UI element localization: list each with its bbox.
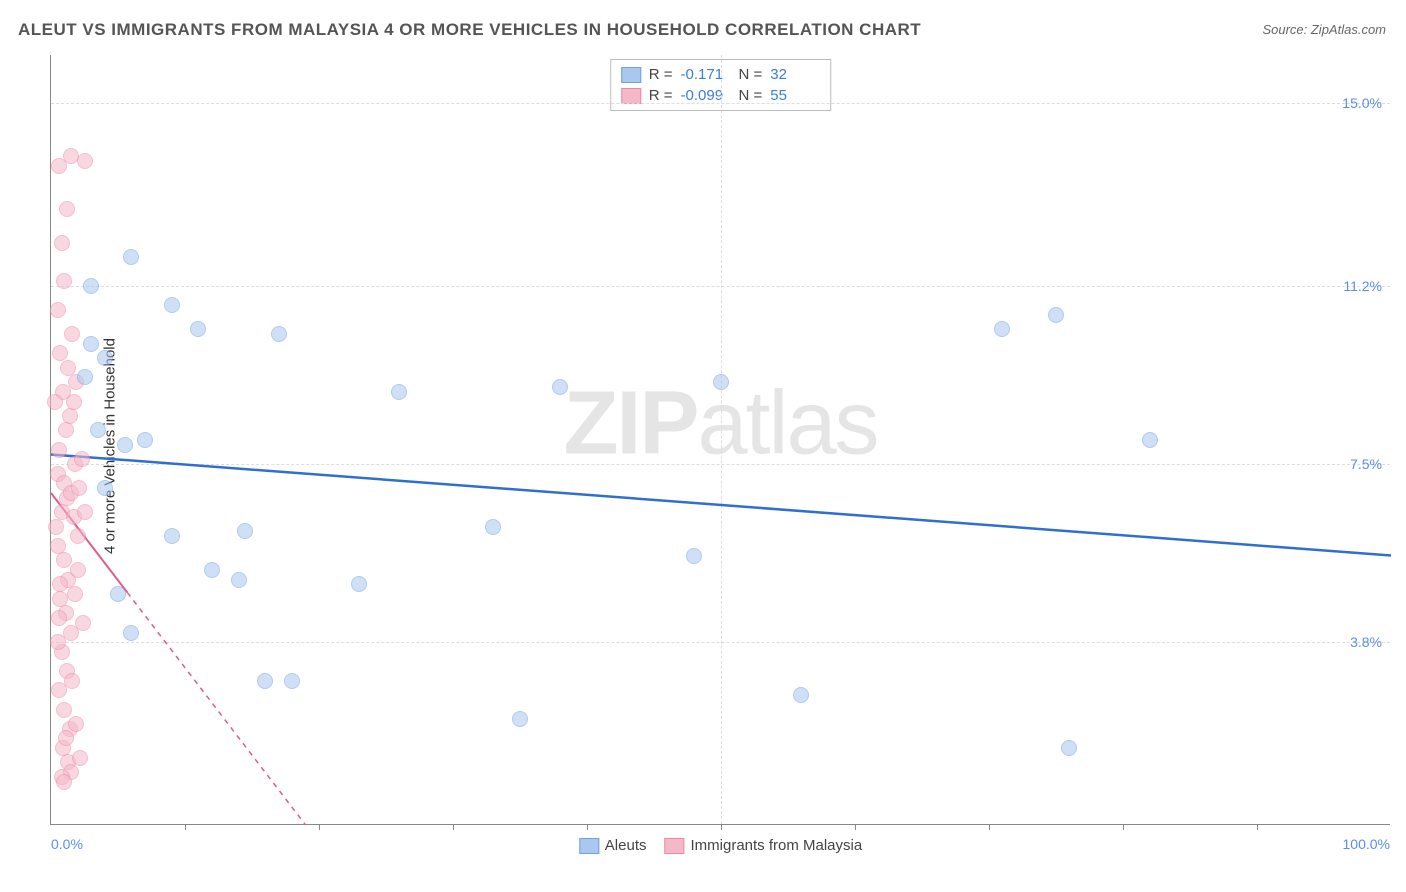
data-point: [83, 278, 99, 294]
xtick-mark: [1257, 824, 1258, 830]
data-point: [137, 432, 153, 448]
ytick-label: 7.5%: [1350, 456, 1382, 472]
data-point: [48, 519, 64, 535]
watermark-zip: ZIP: [563, 374, 697, 474]
data-point: [54, 235, 70, 251]
data-point: [77, 504, 93, 520]
gridline-v: [721, 55, 722, 824]
data-point: [485, 519, 501, 535]
data-point: [77, 369, 93, 385]
data-point: [204, 562, 220, 578]
data-point: [284, 673, 300, 689]
trend-line-dashed: [127, 593, 305, 825]
xtick-label: 0.0%: [51, 836, 83, 852]
data-point: [793, 687, 809, 703]
data-point: [50, 302, 66, 318]
legend-n-label: N =: [739, 87, 763, 104]
legend-swatch: [579, 838, 599, 854]
xtick-mark: [587, 824, 588, 830]
legend-swatch: [621, 88, 641, 104]
data-point: [97, 480, 113, 496]
data-point: [351, 576, 367, 592]
data-point: [97, 350, 113, 366]
data-point: [83, 336, 99, 352]
legend-n-value: 32: [770, 66, 820, 83]
data-point: [190, 321, 206, 337]
data-point: [50, 634, 66, 650]
data-point: [64, 326, 80, 342]
data-point: [56, 702, 72, 718]
legend-series: Aleuts Immigrants from Malaysia: [579, 837, 862, 854]
data-point: [90, 422, 106, 438]
data-point: [52, 345, 68, 361]
legend-r-label: R =: [649, 66, 673, 83]
data-point: [56, 273, 72, 289]
data-point: [52, 576, 68, 592]
data-point: [64, 673, 80, 689]
data-point: [59, 201, 75, 217]
xtick-mark: [185, 824, 186, 830]
data-point: [58, 422, 74, 438]
data-point: [67, 586, 83, 602]
data-point: [994, 321, 1010, 337]
legend-r-value: -0.099: [681, 87, 731, 104]
data-point: [51, 610, 67, 626]
data-point: [56, 774, 72, 790]
data-point: [271, 326, 287, 342]
data-point: [66, 394, 82, 410]
data-point: [71, 480, 87, 496]
plot-area: ZIPatlas R =-0.171N =32R =-0.099N =55 Al…: [50, 55, 1390, 825]
legend-series-label: Immigrants from Malaysia: [691, 837, 863, 854]
legend-r-label: R =: [649, 87, 673, 104]
data-point: [686, 548, 702, 564]
data-point: [1061, 740, 1077, 756]
legend-n-value: 55: [770, 87, 820, 104]
data-point: [117, 437, 133, 453]
data-point: [77, 153, 93, 169]
legend-swatch: [665, 838, 685, 854]
data-point: [123, 249, 139, 265]
xtick-label: 100.0%: [1343, 836, 1390, 852]
data-point: [51, 442, 67, 458]
legend-series-item: Aleuts: [579, 837, 647, 854]
legend-series-item: Immigrants from Malaysia: [665, 837, 863, 854]
data-point: [552, 379, 568, 395]
xtick-mark: [855, 824, 856, 830]
ytick-label: 3.8%: [1350, 634, 1382, 650]
chart-title: ALEUT VS IMMIGRANTS FROM MALAYSIA 4 OR M…: [18, 20, 921, 40]
data-point: [47, 394, 63, 410]
data-point: [123, 625, 139, 641]
data-point: [74, 451, 90, 467]
xtick-mark: [1123, 824, 1124, 830]
legend-r-value: -0.171: [681, 66, 731, 83]
data-point: [713, 374, 729, 390]
data-point: [70, 562, 86, 578]
legend-series-label: Aleuts: [605, 837, 647, 854]
data-point: [72, 750, 88, 766]
data-point: [164, 297, 180, 313]
data-point: [58, 730, 74, 746]
data-point: [68, 716, 84, 732]
data-point: [237, 523, 253, 539]
data-point: [1048, 307, 1064, 323]
data-point: [70, 528, 86, 544]
source-label: Source: ZipAtlas.com: [1262, 22, 1386, 37]
data-point: [75, 615, 91, 631]
data-point: [231, 572, 247, 588]
data-point: [62, 408, 78, 424]
ytick-label: 15.0%: [1342, 95, 1382, 111]
data-point: [110, 586, 126, 602]
ytick-label: 11.2%: [1343, 278, 1382, 294]
data-point: [257, 673, 273, 689]
data-point: [164, 528, 180, 544]
data-point: [391, 384, 407, 400]
xtick-mark: [721, 824, 722, 830]
xtick-mark: [989, 824, 990, 830]
legend-swatch: [621, 67, 641, 83]
xtick-mark: [319, 824, 320, 830]
data-point: [1142, 432, 1158, 448]
legend-n-label: N =: [739, 66, 763, 83]
data-point: [512, 711, 528, 727]
xtick-mark: [453, 824, 454, 830]
